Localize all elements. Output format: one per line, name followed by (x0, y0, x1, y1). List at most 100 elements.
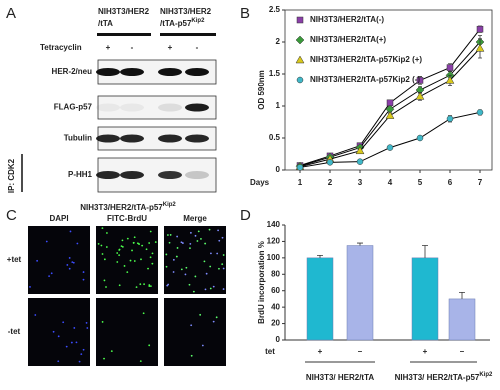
y-tick-label: 100 (267, 253, 281, 262)
cell-dot (101, 321, 104, 323)
cell-dot (204, 288, 207, 291)
cell-dot (149, 230, 152, 233)
group-label: NIH3T3/ HER2/tTA-p57Kip2 (395, 372, 493, 383)
legend-label: NIH3T3/HER2/tTA(+) (310, 35, 386, 44)
cell-dot (180, 268, 183, 271)
y-tick-label: 40 (271, 302, 280, 311)
cell-dot (192, 290, 195, 293)
treatment-sign: + (106, 43, 111, 52)
y-tick-label: 140 (267, 220, 281, 229)
blot-band (96, 68, 120, 76)
group-label-text: NIH3T3/ HER2/tTA-p57 (395, 373, 480, 382)
cell-dot (181, 242, 184, 244)
cell-dot (136, 242, 139, 245)
micrograph (96, 226, 158, 294)
row-label: Tubulin (64, 134, 92, 143)
cell-dot (176, 247, 179, 249)
cell-dot (188, 283, 191, 286)
blot-frame (97, 95, 217, 120)
cell-dot (101, 253, 104, 255)
cell-dot (190, 354, 193, 357)
panel-letter: A (6, 5, 16, 22)
cell-dot (148, 344, 151, 347)
cell-dot (82, 271, 85, 273)
column-header: NIH3T3/HER2 (98, 7, 150, 16)
legend-label: NIH3T3/HER2/tTA-p57Kip2 (+) (310, 55, 422, 64)
cell-dot (197, 230, 200, 233)
cell-dot (222, 267, 225, 270)
cell-dot (118, 249, 121, 251)
cell-dot (82, 278, 85, 281)
title-part: NIH3T3/HER2/tTA-p57 (80, 203, 163, 212)
cell-dot (105, 286, 107, 288)
cell-dot (172, 271, 175, 273)
x-tick-label: 4 (388, 178, 393, 187)
cell-dot (212, 285, 215, 288)
blot-band (185, 134, 209, 143)
cell-dot (209, 287, 212, 290)
bar (448, 298, 476, 341)
column-label: Merge (183, 214, 207, 223)
cell-dot (62, 321, 65, 324)
cell-dot (121, 245, 124, 248)
series-line (299, 111, 481, 168)
cell-dot (118, 284, 121, 287)
cell-dot (103, 357, 105, 360)
column-header: NIH3T3/HER2 (160, 7, 212, 16)
x-tick-label: 3 (358, 178, 363, 187)
bar (411, 257, 439, 341)
treatment-sign: + (168, 43, 173, 52)
x-tick-label: 6 (448, 178, 453, 187)
cell-dot (180, 241, 183, 244)
blots (96, 59, 217, 193)
x-axis-label: Days (250, 178, 270, 187)
cell-dot (110, 350, 113, 353)
cell-dot (78, 360, 81, 363)
micrograph (28, 226, 90, 294)
cell-dot (185, 266, 188, 269)
cell-dot (105, 246, 108, 248)
cell-dot (149, 285, 152, 288)
marker (415, 91, 425, 100)
cell-dot (123, 265, 126, 267)
blot-band (158, 103, 182, 112)
column-header: /tTA (98, 19, 113, 28)
cell-dot (145, 248, 148, 251)
cell-dot (103, 258, 106, 261)
cell-dot (215, 316, 218, 319)
y-tick-label: 2 (276, 37, 281, 46)
x-axis-label: tet (265, 347, 275, 356)
header-bar (97, 33, 151, 36)
cell-dot (116, 252, 119, 254)
cell-dot (126, 271, 129, 273)
cell-dot (189, 231, 192, 234)
cell-dot (80, 353, 83, 355)
x-tick-label: 1 (298, 178, 303, 187)
cell-dot (154, 241, 157, 243)
marker (295, 55, 305, 64)
cell-dot (69, 230, 72, 233)
cell-dot (165, 253, 168, 256)
cell-dot (151, 262, 154, 265)
cell-dot (148, 242, 151, 244)
cell-dot (209, 265, 212, 268)
marker (476, 109, 484, 116)
cell-dot (221, 263, 224, 266)
group-label: NIH3T3/ HER2/tTA (306, 373, 375, 382)
y-tick-label: 80 (271, 269, 280, 278)
treatment-sign: - (196, 43, 199, 52)
x-tick-label: – (358, 347, 363, 356)
cell-dot (147, 267, 149, 270)
cell-dot (103, 279, 106, 282)
marker (296, 76, 304, 84)
blot-band (158, 68, 182, 76)
marker (476, 25, 484, 33)
legend-label: NIH3T3/HER2/tTA-p57Kip2 (-) (310, 75, 420, 84)
cell-dot (120, 245, 123, 248)
cell-dot (45, 240, 48, 243)
cell-dot (101, 227, 104, 230)
plot-frame (284, 9, 493, 171)
y-tick-label: 0 (276, 335, 281, 344)
blot-band (185, 68, 209, 76)
cell-dot (169, 234, 172, 236)
